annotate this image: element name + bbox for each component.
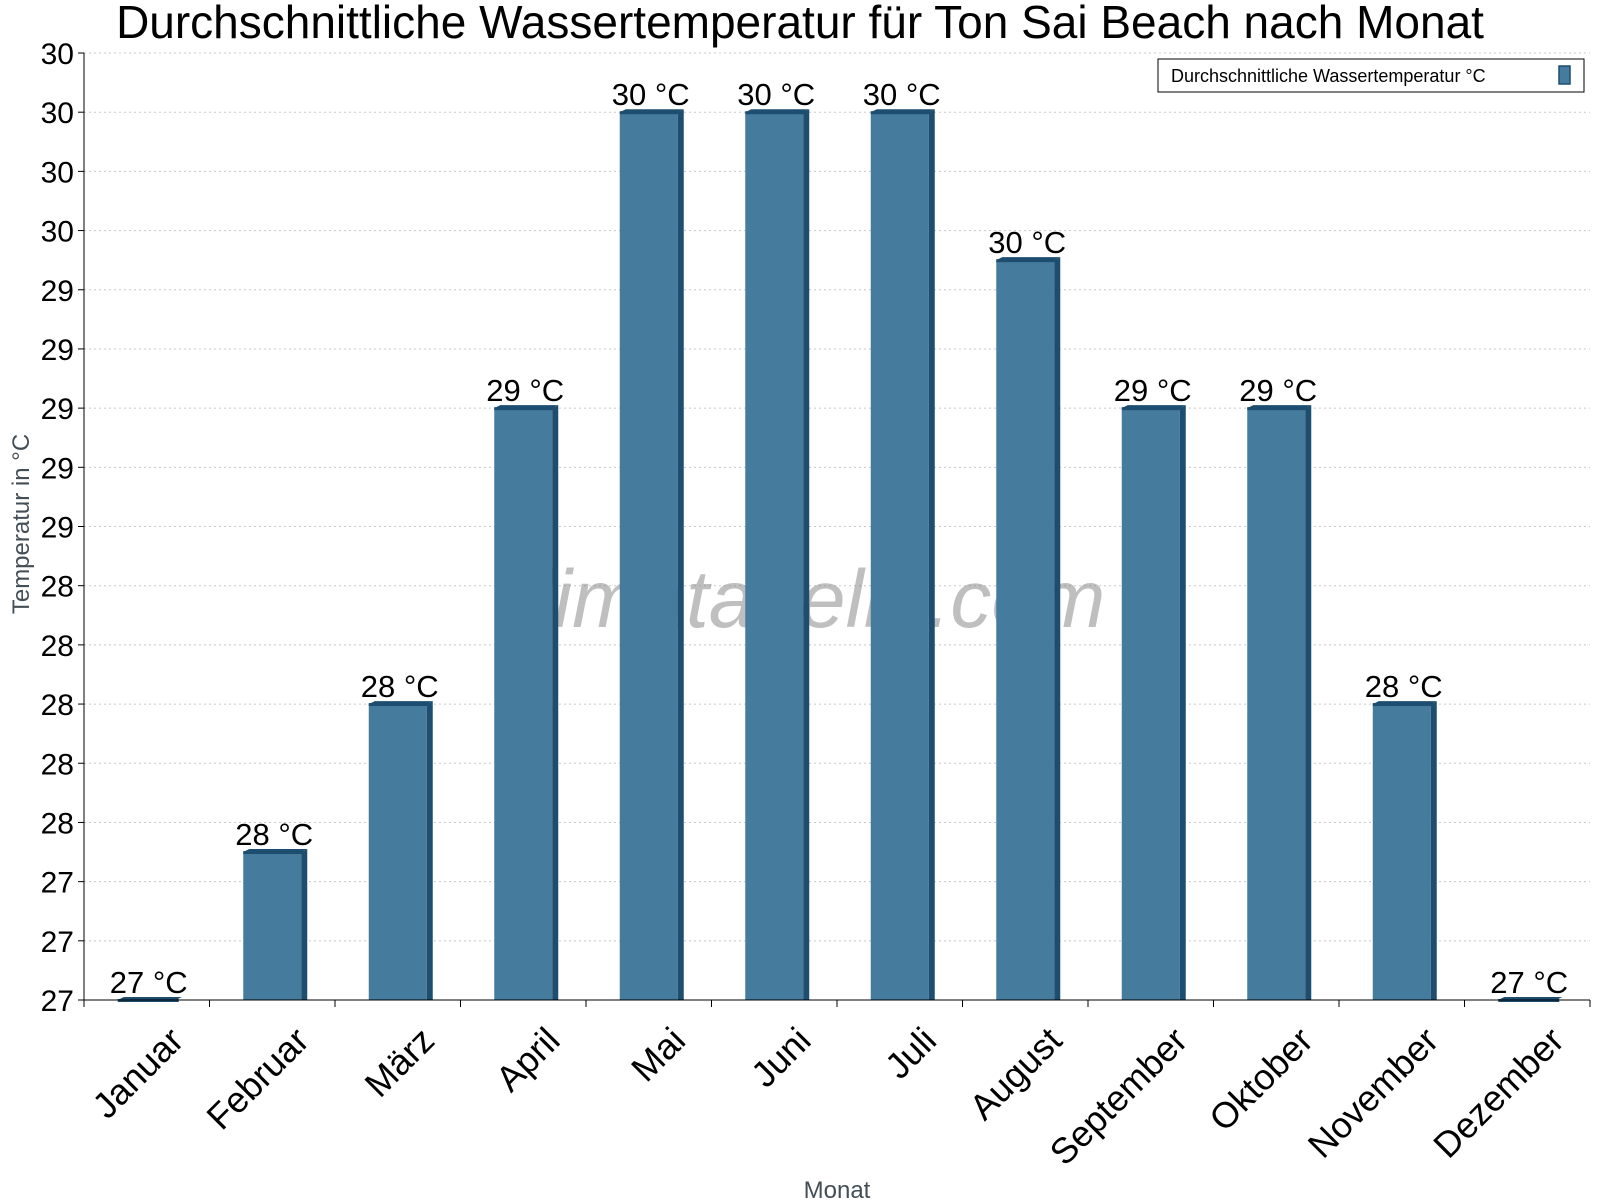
bar-front [619, 112, 678, 1000]
bar-value-label: 29 °C [486, 373, 564, 408]
y-tick-label: 28 [41, 571, 74, 604]
x-tick-label: Oktober [1201, 1019, 1321, 1139]
y-tick-label: 30 [41, 216, 74, 249]
bar-top-edge [494, 407, 556, 411]
bar-front [494, 408, 553, 1000]
bar-3 [368, 701, 433, 1000]
bar-side [426, 701, 433, 1000]
bar-side [677, 109, 684, 1000]
bar-side [1054, 257, 1061, 1000]
x-tick-label: April [488, 1019, 568, 1099]
bar-front [1121, 408, 1180, 1000]
bar-side [301, 849, 308, 1000]
y-axis-title: Temperatur in °C [8, 434, 35, 614]
bar-front [870, 112, 929, 1000]
chart-title: Durchschnittliche Wassertemperatur für T… [116, 0, 1484, 48]
bar-top-edge [368, 703, 430, 707]
bar-value-label: 28 °C [235, 817, 313, 852]
x-ticks: Januar Februar März April Mai Juni Juli AugustS… [83, 1000, 1591, 1173]
bar-8 [996, 257, 1061, 1000]
y-tick-label: 29 [41, 452, 74, 485]
bar-value-label: 30 °C [612, 77, 690, 112]
bar-top-edge [1372, 703, 1434, 707]
x-tick-label: August [961, 1019, 1069, 1127]
bar-side [552, 405, 559, 1000]
bar-value-label: 28 °C [361, 669, 439, 704]
bar-value-label: 30 °C [863, 77, 941, 112]
y-tick-label: 29 [41, 334, 74, 367]
y-tick-label: 28 [41, 689, 74, 722]
bar-2 [243, 849, 308, 1000]
legend-box [1157, 58, 1585, 93]
y-tick-label: 27 [41, 926, 74, 959]
y-tick-label: 28 [41, 630, 74, 663]
bar-9 [1121, 405, 1186, 1000]
y-tick-label: 27 [41, 985, 74, 1018]
bars [117, 109, 1563, 1002]
y-tick-label: 29 [41, 275, 74, 308]
bar-value-label: 29 °C [1239, 373, 1317, 408]
bar-side [1305, 405, 1312, 1000]
bar-11 [1372, 701, 1437, 1000]
bar-side [1179, 405, 1186, 1000]
bar-side [1430, 701, 1437, 1000]
bar-top-edge [1121, 407, 1183, 411]
x-axis-title: Monat [804, 1177, 871, 1200]
bar-7 [870, 109, 935, 1000]
bar-5 [619, 109, 684, 1000]
bar-top-edge [745, 111, 807, 115]
bar-top-edge [996, 259, 1058, 263]
bar-side [928, 109, 935, 1000]
x-tick-label: September [1042, 1019, 1196, 1173]
legend-swatch [1558, 65, 1571, 85]
bar-10 [1247, 405, 1312, 1000]
y-tick-label: 30 [41, 156, 74, 189]
bar-top-edge [243, 851, 305, 855]
bar-value-label: 30 °C [737, 77, 815, 112]
bar-6 [745, 109, 810, 1000]
bar-value-label: 29 °C [1114, 373, 1192, 408]
bar-4 [494, 405, 559, 1000]
x-tick-label: Dezember [1425, 1019, 1571, 1165]
y-tick-label: 30 [41, 38, 74, 71]
y-tick-label: 29 [41, 512, 74, 545]
bar-front [1247, 408, 1306, 1000]
x-tick-label: Februar [198, 1019, 316, 1137]
y-tick-label: 30 [41, 97, 74, 130]
bar-side [803, 109, 810, 1000]
bar-value-label: 27 °C [1490, 965, 1568, 1000]
x-tick-label: Januar [84, 1019, 191, 1126]
y-tick-label: 28 [41, 748, 74, 781]
y-tick-label: 29 [41, 393, 74, 426]
bar-top-edge [870, 111, 932, 115]
legend: Durchschnittliche Wassertemperatur °C [1157, 58, 1585, 93]
y-ticks: 27 27 27 28 28 28 28 28 29 29 29 29 29 30 30 30 30 [41, 38, 84, 1018]
grid-lines [84, 52, 1590, 942]
bar-value-label: 27 °C [110, 965, 188, 1000]
x-tick-label: Mai [623, 1019, 693, 1089]
y-tick-label: 28 [41, 807, 74, 840]
legend-label: Durchschnittliche Wassertemperatur °C [1171, 66, 1486, 86]
x-tick-label: Juni [743, 1019, 819, 1095]
bar-top-edge [619, 111, 681, 115]
bar-top-edge [1247, 407, 1309, 411]
bar-front [745, 112, 804, 1000]
y-tick-label: 27 [41, 867, 74, 900]
bar-front [243, 852, 302, 1000]
bar-value-label: 30 °C [988, 225, 1066, 260]
x-tick-label: November [1300, 1019, 1446, 1165]
bar-value-label: 28 °C [1365, 669, 1443, 704]
bar-front [368, 704, 427, 1000]
x-tick-label: Juli [877, 1019, 944, 1086]
data-labels: 27 °C 28 °C 28 °C 29 °C 30 °C 30 °C 30 °C 30 °C… [110, 77, 1568, 1000]
x-tick-label: März [357, 1019, 443, 1105]
bar-front [996, 260, 1055, 1000]
bar-front [1372, 704, 1431, 1000]
